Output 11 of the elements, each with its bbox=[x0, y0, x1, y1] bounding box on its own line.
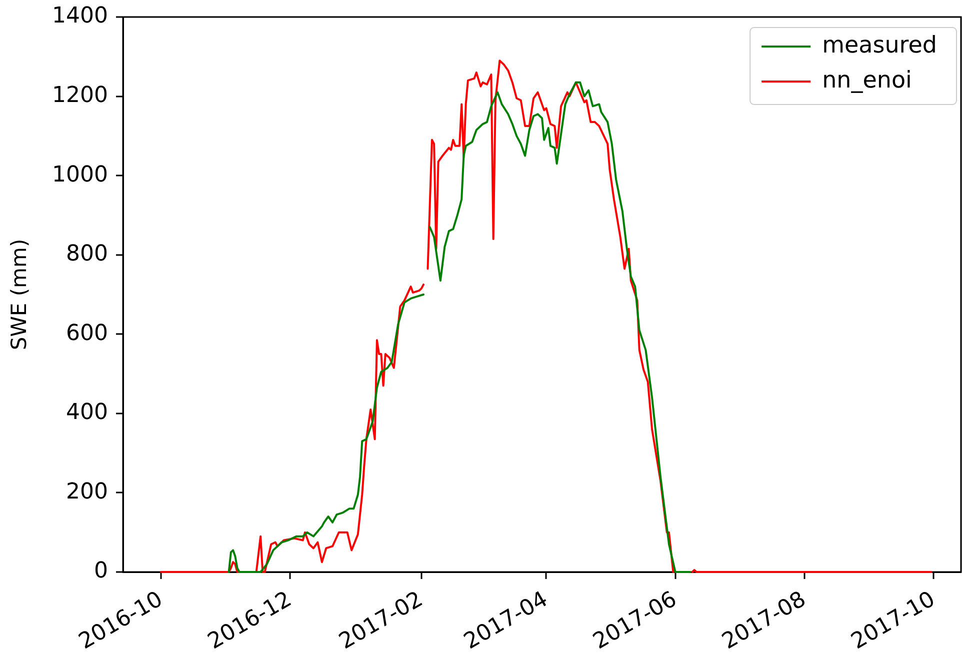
y-tick-label: 200 bbox=[66, 479, 108, 504]
y-tick-label: 1000 bbox=[52, 162, 108, 188]
legend-label: nn_enoi bbox=[822, 67, 912, 94]
y-tick-label: 0 bbox=[94, 558, 108, 584]
y-tick-label: 400 bbox=[66, 400, 108, 426]
y-tick-label: 600 bbox=[66, 320, 108, 346]
y-tick-label: 1200 bbox=[52, 83, 108, 108]
y-tick-label: 800 bbox=[66, 242, 108, 267]
y-axis-title: SWE (mm) bbox=[7, 238, 32, 350]
legend-label: measured bbox=[822, 32, 938, 58]
y-tick-label: 1400 bbox=[52, 4, 108, 29]
